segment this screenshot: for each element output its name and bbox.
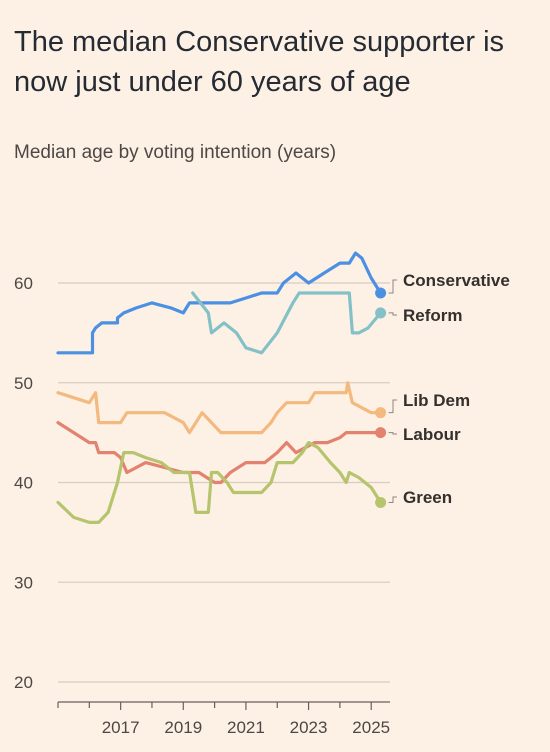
series-endpoint-conservative xyxy=(375,287,387,299)
series-label-lib-dem: Lib Dem xyxy=(403,391,470,410)
series-endpoint-reform xyxy=(375,307,387,319)
chart-title: The median Conservative supporter is now… xyxy=(14,26,505,98)
x-axis: 2017 2019 2021 2023 2025 xyxy=(57,701,390,737)
x-tick-label: 2025 xyxy=(352,718,390,737)
y-tick-label: 60 xyxy=(14,274,33,293)
series-endpoint-labour xyxy=(375,427,387,439)
label-connector-conservative xyxy=(388,279,397,294)
y-axis: 20 30 40 50 60 xyxy=(14,274,33,692)
label-connector-green xyxy=(388,496,397,503)
label-connector-labour xyxy=(388,432,397,435)
label-connector-reform xyxy=(388,312,397,316)
series-label-reform: Reform xyxy=(403,306,463,325)
gridlines xyxy=(58,282,390,683)
series-lines xyxy=(56,251,387,524)
y-tick-label: 30 xyxy=(14,573,33,592)
series-line-conservative xyxy=(56,251,383,355)
label-connector-lib-dem xyxy=(388,399,397,414)
series-endpoint-lib-dem xyxy=(375,407,387,419)
x-tick-label: 2023 xyxy=(290,718,328,737)
chart-subtitle: Median age by voting intention (years) xyxy=(14,142,337,163)
series-label-labour: Labour xyxy=(403,425,461,444)
series-label-conservative: Conservative xyxy=(403,271,510,290)
series-label-green: Green xyxy=(403,488,452,507)
series-endpoint-green xyxy=(375,496,387,508)
series-line-labour xyxy=(56,421,383,485)
x-tick-label: 2021 xyxy=(227,718,265,737)
series-line-green xyxy=(56,441,383,524)
x-tick-label: 2019 xyxy=(164,718,202,737)
series-labels: Conservative Reform Lib Dem Labour Green xyxy=(388,271,510,507)
y-tick-label: 20 xyxy=(14,673,33,692)
y-tick-label: 50 xyxy=(14,374,33,393)
series-line-lib-dem xyxy=(56,381,383,435)
series-line-reform xyxy=(191,291,383,355)
y-tick-label: 40 xyxy=(14,474,33,493)
x-tick-label: 2017 xyxy=(102,718,140,737)
